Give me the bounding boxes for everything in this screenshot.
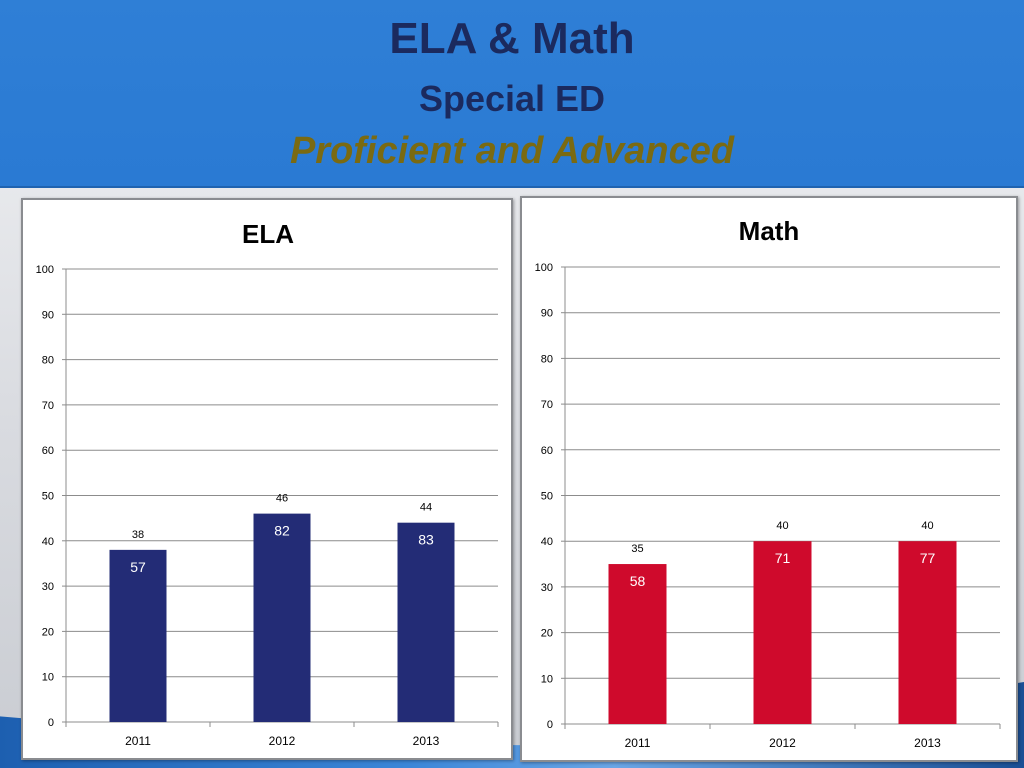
math-category-label-2013: 2013 xyxy=(914,736,941,750)
ela-chart-panel: ELA 0 10 20 30 40 50 60 70 80 90 100 38 57 2011 46 82 201… xyxy=(21,198,513,760)
math-inner-label-2012: 71 xyxy=(775,550,791,566)
math-y-tick-label: 10 xyxy=(541,673,553,685)
math-y-tick-label: 80 xyxy=(541,353,553,365)
math-category-label-2012: 2012 xyxy=(769,736,796,750)
ela-value-label-2012: 46 xyxy=(276,493,288,505)
math-y-tick-label: 30 xyxy=(541,582,553,594)
math-y-tick-label: 0 xyxy=(547,719,553,731)
math-chart-title: Math xyxy=(739,216,800,246)
math-bar-2013 xyxy=(898,541,957,724)
ela-category-label-2011: 2011 xyxy=(125,734,151,748)
ela-y-tick-label: 20 xyxy=(42,626,54,638)
math-inner-label-2013: 77 xyxy=(920,550,936,566)
math-chart: Math 0 10 20 30 40 50 60 70 80 90 100 35 58 2011 40 71 20… xyxy=(535,216,1001,750)
ela-y-tick-label: 10 xyxy=(42,672,54,684)
ela-value-label-2013: 44 xyxy=(420,502,432,514)
ela-inner-label-2012: 82 xyxy=(274,523,290,539)
math-bar-2011 xyxy=(608,564,667,724)
slide-subtitle: Special ED xyxy=(418,78,606,119)
ela-y-tick-label: 0 xyxy=(48,717,54,729)
math-value-label-2012: 40 xyxy=(776,520,788,532)
math-y-tick-label: 50 xyxy=(541,491,553,503)
math-value-label-2013: 40 xyxy=(921,520,933,532)
math-y-tick-label: 60 xyxy=(541,445,553,457)
ela-category-label-2013: 2013 xyxy=(413,734,440,748)
ela-y-tick-label: 60 xyxy=(42,445,54,457)
ela-category-label-2012: 2012 xyxy=(269,734,296,748)
math-chart-panel: Math 0 10 20 30 40 50 60 70 80 90 100 35 58 2011 40 71 20… xyxy=(520,196,1018,762)
ela-y-tick-label: 100 xyxy=(36,264,54,276)
math-y-tick-label: 20 xyxy=(541,628,553,640)
ela-y-tick-label: 80 xyxy=(42,355,54,367)
ela-y-tick-label: 40 xyxy=(42,536,54,548)
ela-chart-title: ELA xyxy=(242,219,294,249)
math-value-label-2011: 35 xyxy=(631,543,643,555)
math-bar-2012 xyxy=(753,541,812,724)
math-y-tick-label: 90 xyxy=(541,308,553,320)
math-inner-label-2011: 58 xyxy=(630,573,646,589)
ela-y-tick-label: 90 xyxy=(42,309,54,321)
math-category-label-2011: 2011 xyxy=(625,736,651,750)
ela-bar-2012 xyxy=(253,513,311,722)
ela-bar-2013 xyxy=(397,522,455,722)
math-y-tick-label: 40 xyxy=(541,536,553,548)
ela-y-tick-label: 70 xyxy=(42,400,54,412)
ela-value-label-2011: 38 xyxy=(132,529,144,541)
ela-chart: ELA 0 10 20 30 40 50 60 70 80 90 100 38 57 2011 46 82 201… xyxy=(36,219,499,748)
math-y-tick-label: 100 xyxy=(535,262,553,274)
math-y-tick-label: 70 xyxy=(541,399,553,411)
ela-inner-label-2011: 57 xyxy=(130,559,146,575)
slide-title: ELA & Math xyxy=(389,14,635,63)
ela-y-tick-label: 30 xyxy=(42,581,54,593)
slide-subtitle-2: Proficient and Advanced xyxy=(289,130,735,172)
ela-y-tick-label: 50 xyxy=(42,491,54,503)
ela-bar-2011 xyxy=(109,549,167,722)
slide-header: ELA & Math Special ED Proficient and Adv… xyxy=(0,0,1024,188)
ela-inner-label-2013: 83 xyxy=(418,532,434,548)
